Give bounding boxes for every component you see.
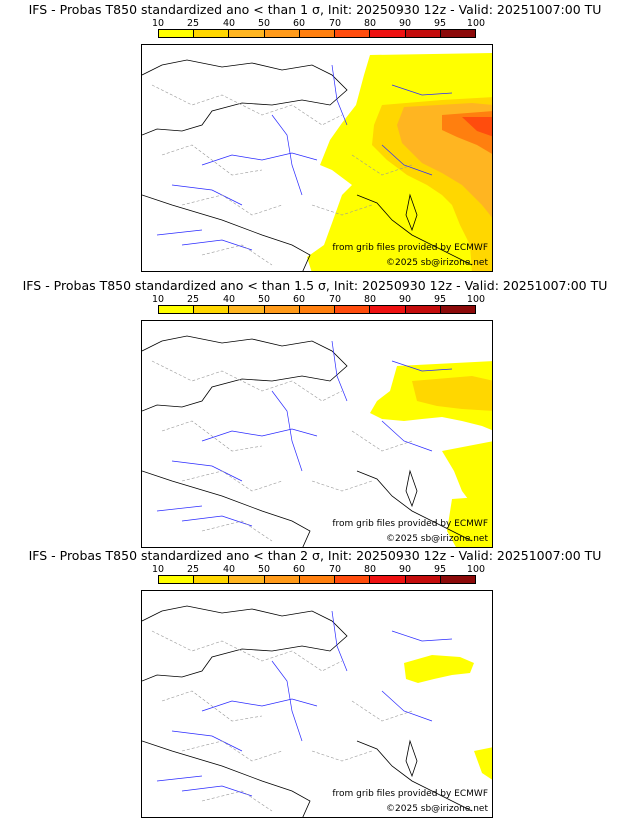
credit-source: from grib files provided by ECMWF — [332, 519, 488, 529]
colorbar-tick: 95 — [433, 564, 447, 575]
colorbar-tick: 25 — [186, 18, 200, 29]
colorbar-swatch — [264, 306, 300, 313]
colorbar-tick: 10 — [151, 18, 165, 29]
colorbar-tick: 10 — [151, 564, 165, 575]
colorbar-swatch — [370, 576, 406, 583]
colorbar-swatch — [264, 30, 300, 37]
probability-map: from grib files provided by ECMWF ©2025 … — [141, 44, 493, 272]
probability-map: from grib files provided by ECMWF ©2025 … — [141, 320, 493, 548]
colorbar-tick: 40 — [222, 294, 236, 305]
colorbar-swatch — [194, 306, 230, 313]
colorbar-swatch — [264, 576, 300, 583]
colorbar-swatch — [335, 30, 371, 37]
colorbar-tick: 80 — [363, 564, 377, 575]
colorbar-swatch — [405, 576, 441, 583]
map-canvas — [142, 335, 492, 547]
credit-source: from grib files provided by ECMWF — [332, 243, 488, 253]
colorbar-swatch — [440, 576, 475, 583]
colorbar-tick: 40 — [222, 564, 236, 575]
colorbar-tick: 100 — [466, 564, 486, 575]
colorbar-swatch — [299, 306, 336, 313]
borders — [151, 360, 413, 542]
panel-title: IFS - Probas T850 standardized ano < tha… — [22, 278, 608, 293]
colorbar — [158, 29, 476, 38]
colorbar-swatch — [194, 30, 230, 37]
colorbar-swatch — [229, 306, 265, 313]
colorbar-tick: 70 — [328, 564, 342, 575]
probability-map: from grib files provided by ECMWF ©2025 … — [141, 590, 493, 818]
map-panel-2: IFS - Probas T850 standardized ano < tha… — [0, 278, 630, 550]
colorbar-tick: 25 — [186, 294, 200, 305]
colorbar-swatch — [335, 576, 371, 583]
colorbar-tick: 70 — [328, 294, 342, 305]
panel-title: IFS - Probas T850 standardized ano < tha… — [28, 2, 602, 17]
colorbar-tick: 60 — [292, 294, 306, 305]
borders — [151, 630, 413, 812]
prob-area-70 — [462, 117, 492, 137]
map-panel-3: IFS - Probas T850 standardized ano < tha… — [0, 548, 630, 820]
coastline — [142, 335, 473, 547]
borders — [151, 84, 413, 266]
colorbar-tick: 80 — [363, 18, 377, 29]
credit-copyright: ©2025 sb@irizone.net — [386, 804, 488, 814]
colorbar-tick: 80 — [363, 294, 377, 305]
rivers — [156, 64, 453, 251]
panel-title: IFS - Probas T850 standardized ano < tha… — [28, 548, 602, 563]
colorbar-tick: 90 — [398, 294, 412, 305]
credit-source: from grib files provided by ECMWF — [332, 789, 488, 799]
colorbar-labels: 10 25 40 50 60 70 80 90 95 100 — [152, 294, 485, 305]
credit-copyright: ©2025 sb@irizone.net — [386, 258, 488, 268]
colorbar-tick: 50 — [257, 294, 271, 305]
colorbar-labels: 10 25 40 50 60 70 80 90 95 100 — [152, 564, 485, 575]
colorbar-swatch — [405, 306, 441, 313]
colorbar-swatch — [229, 576, 265, 583]
coastline — [142, 605, 473, 817]
credit-copyright: ©2025 sb@irizone.net — [386, 534, 488, 544]
rivers — [156, 610, 453, 797]
colorbar-tick: 70 — [328, 18, 342, 29]
colorbar-tick: 40 — [222, 18, 236, 29]
colorbar-tick: 10 — [151, 294, 165, 305]
coastline — [142, 59, 473, 271]
colorbar-tick: 50 — [257, 564, 271, 575]
colorbar-tick: 60 — [292, 18, 306, 29]
colorbar-swatch — [370, 306, 406, 313]
prob-area-25 — [412, 376, 492, 411]
map-panel-1: IFS - Probas T850 standardized ano < tha… — [0, 2, 630, 274]
colorbar-swatch — [159, 306, 195, 313]
colorbar-tick: 90 — [398, 18, 412, 29]
colorbar-swatch — [440, 306, 475, 313]
colorbar-tick: 95 — [433, 18, 447, 29]
colorbar-tick: 50 — [257, 18, 271, 29]
colorbar-tick: 90 — [398, 564, 412, 575]
colorbar-swatch — [299, 30, 336, 37]
map-canvas — [142, 605, 492, 817]
prob-area-10 — [404, 655, 492, 780]
colorbar-swatch — [159, 576, 195, 583]
colorbar — [158, 305, 476, 314]
colorbar-swatch — [335, 306, 371, 313]
colorbar-swatch — [440, 30, 475, 37]
colorbar-tick: 100 — [466, 294, 486, 305]
colorbar-swatch — [229, 30, 265, 37]
colorbar-swatch — [159, 30, 195, 37]
colorbar-labels: 10 25 40 50 60 70 80 90 95 100 — [152, 18, 485, 29]
colorbar-swatch — [370, 30, 406, 37]
map-canvas — [142, 53, 492, 271]
colorbar-tick: 100 — [466, 18, 486, 29]
colorbar-tick: 95 — [433, 294, 447, 305]
rivers — [156, 340, 453, 527]
colorbar — [158, 575, 476, 584]
colorbar-swatch — [405, 30, 441, 37]
colorbar-tick: 25 — [186, 564, 200, 575]
colorbar-swatch — [299, 576, 336, 583]
colorbar-swatch — [194, 576, 230, 583]
colorbar-tick: 60 — [292, 564, 306, 575]
